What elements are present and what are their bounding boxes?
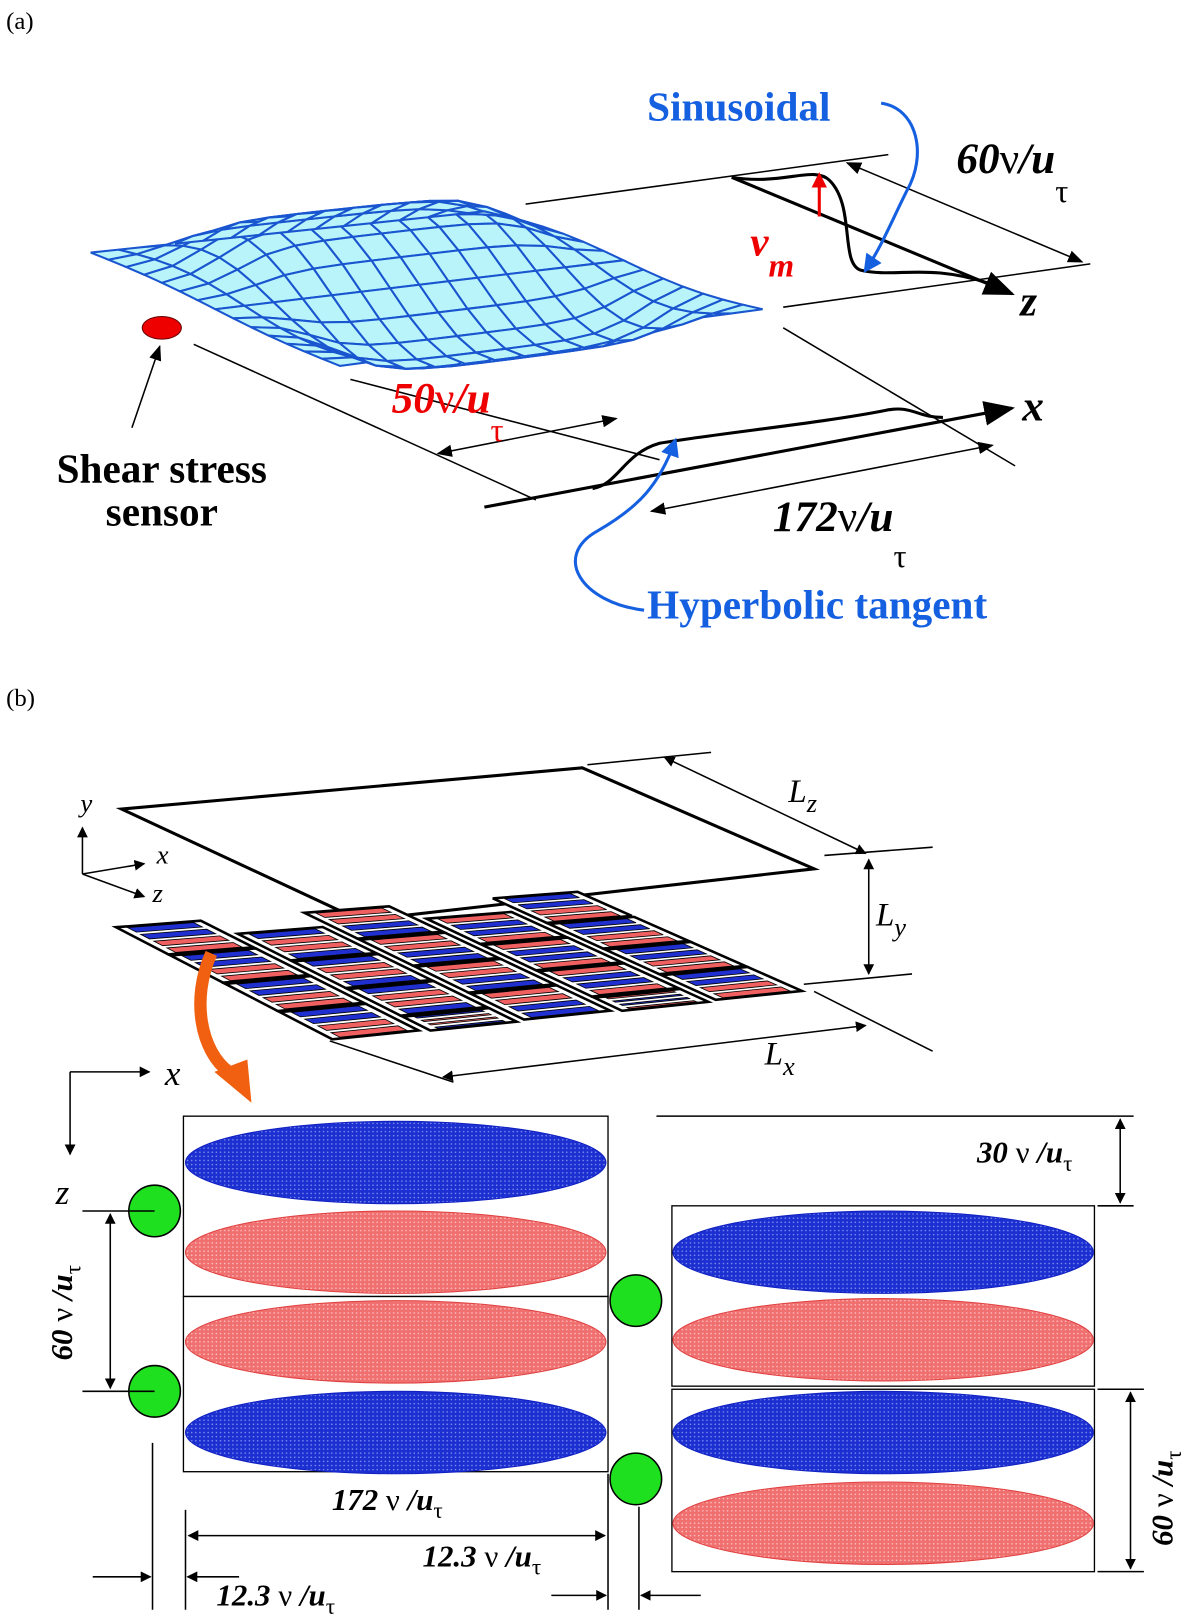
ly-label: Ly xyxy=(875,898,906,942)
distance-label-part: 50 xyxy=(392,374,435,422)
panel-label: (b) xyxy=(6,685,35,712)
width-label-part: /u xyxy=(1016,135,1055,183)
suction-region xyxy=(673,1391,1093,1473)
lx-label-part: x xyxy=(782,1051,795,1081)
sensor-arrow xyxy=(132,346,160,427)
x-axis-label: x xyxy=(1021,383,1044,431)
tangent-label: Hyperbolic tangent xyxy=(647,581,987,627)
blowing-region xyxy=(185,1211,605,1293)
blowing-region xyxy=(673,1482,1093,1564)
length-label-part: ν xyxy=(378,1482,407,1517)
gap-label: 12.3 ν /uτ xyxy=(216,1578,335,1614)
gap-label-part: 12.3 xyxy=(423,1539,477,1574)
width-label: 60ν/uτ xyxy=(956,135,1068,210)
lx-label-part: L xyxy=(764,1037,783,1073)
gap-label-part: /u xyxy=(298,1578,326,1613)
half-width-label-part: ν xyxy=(1008,1135,1037,1170)
length-label: 172ν/uτ xyxy=(773,493,907,575)
length-label-part: /u xyxy=(854,493,893,541)
axis-label: z xyxy=(152,878,164,908)
axis-label: x xyxy=(164,1054,181,1093)
length-label-part: /u xyxy=(406,1482,434,1517)
blowing-region xyxy=(673,1299,1093,1381)
sinusoidal-label: Sinusoidal xyxy=(647,84,830,130)
gap-label-part: ν xyxy=(271,1578,300,1613)
length-label-part: ν xyxy=(838,493,858,541)
gap-label-part: 12.3 xyxy=(216,1578,270,1613)
gap-label: 12.3 ν /uτ xyxy=(423,1539,542,1581)
amplitude-label: vm xyxy=(750,219,794,285)
half-width-label-part: 30 xyxy=(976,1135,1008,1170)
z-axis-label: z xyxy=(1018,277,1037,325)
half-width-label-part: τ xyxy=(1063,1151,1072,1177)
axis-label: x xyxy=(156,840,169,870)
sensor-label: Shear stress xyxy=(57,445,267,491)
coordinate-arrows-2d xyxy=(70,1072,149,1154)
gap-label-part: ν xyxy=(477,1539,506,1574)
length-label: 172 ν /uτ xyxy=(332,1482,443,1524)
half-width-label-part: /u xyxy=(1035,1135,1063,1170)
right-width-label: 60 ν /uτ xyxy=(1145,1450,1181,1545)
left-width-label-part: 60 xyxy=(44,1329,79,1360)
left-width-label-part: ν xyxy=(44,1300,79,1329)
distance-label-part: /u xyxy=(451,374,490,422)
figure: (a)Sinusoidal60ν/uτvmzx50ν/uτShear stres… xyxy=(0,0,1181,1614)
gap-label-part: /u xyxy=(504,1539,532,1574)
gap-label-part: τ xyxy=(326,1594,335,1614)
width-label-part: ν xyxy=(1000,135,1020,183)
distance-label: 50ν/uτ xyxy=(392,374,504,449)
control-cells xyxy=(129,1116,1095,1571)
width-label-part: τ xyxy=(1055,174,1068,210)
length-label-part: τ xyxy=(433,1498,442,1524)
length-label-part: 172 xyxy=(773,493,838,541)
ly-label-part: y xyxy=(891,912,906,942)
panel-label: (a) xyxy=(6,8,33,35)
left-width-label: 60 ν /uτ xyxy=(44,1265,86,1360)
distance-label-part: τ xyxy=(491,413,504,449)
ly-label-part: L xyxy=(875,898,894,934)
right-width-label-part: 60 xyxy=(1145,1515,1180,1546)
left-width-label-part: /u xyxy=(44,1274,79,1302)
coordinate-arrows-3d xyxy=(82,828,144,897)
axis-label: z xyxy=(55,1173,70,1212)
sensor-label: sensor xyxy=(106,489,218,535)
lz-label-part: z xyxy=(806,788,817,818)
sensor-marker xyxy=(142,316,181,339)
right-width-label-part: ν xyxy=(1145,1486,1180,1515)
gap-label-part: τ xyxy=(532,1555,541,1581)
suction-region xyxy=(185,1391,605,1473)
blowing-region xyxy=(185,1301,605,1383)
left-width-label-part: τ xyxy=(60,1265,86,1274)
wall-deformation-mesh xyxy=(91,201,763,369)
right-width-label-part: τ xyxy=(1161,1450,1181,1459)
suction-region xyxy=(185,1121,605,1203)
amplitude-label-part: v xyxy=(750,219,769,265)
lz-label-part: L xyxy=(787,774,806,810)
top-plate xyxy=(122,768,815,921)
lz-label: Lz xyxy=(787,774,817,818)
amplitude-label-part: m xyxy=(769,248,795,284)
sensor xyxy=(610,1453,662,1505)
suction-region xyxy=(673,1211,1093,1293)
lx-label: Lx xyxy=(764,1037,795,1081)
distance-label-part: ν xyxy=(435,374,455,422)
actuator-array xyxy=(116,892,802,1039)
half-width-label: 30 ν /uτ xyxy=(976,1135,1072,1177)
right-width-label-part: /u xyxy=(1145,1460,1180,1488)
width-label-part: 60 xyxy=(956,135,999,183)
sensor-distance-dimension xyxy=(438,418,616,453)
length-label-part: τ xyxy=(893,539,906,575)
length-label-part: 172 xyxy=(332,1482,378,1517)
axis-label: y xyxy=(77,788,92,818)
sensor xyxy=(610,1275,662,1327)
